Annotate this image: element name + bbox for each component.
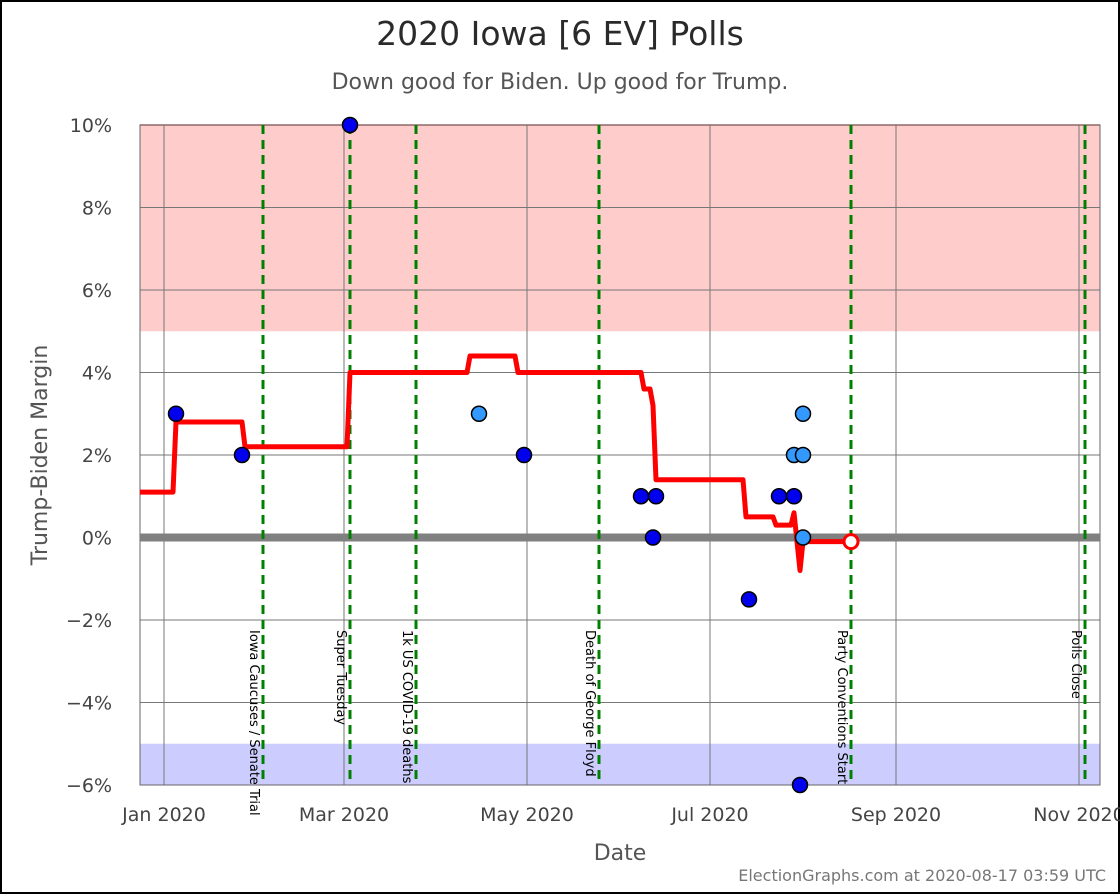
poll-point: [794, 405, 812, 422]
poll-point: [632, 488, 650, 505]
y-tick-label: −4%: [66, 693, 112, 715]
poll-point: [740, 591, 758, 608]
poll-point: [647, 488, 665, 505]
event-label: Polls Close: [1068, 630, 1083, 699]
y-tick-label: 4%: [82, 363, 112, 385]
poll-point: [341, 116, 359, 134]
poll-points: [167, 116, 812, 794]
poll-point: [785, 488, 803, 505]
y-tick-label: 2%: [82, 445, 112, 467]
y-tick-label: 0%: [82, 528, 112, 550]
y-tick-label: 6%: [82, 280, 112, 302]
x-tick-label: May 2020: [480, 804, 574, 826]
poll-point: [644, 529, 662, 546]
x-tick-label: Sep 2020: [851, 804, 941, 826]
y-tick-label: −2%: [66, 610, 112, 632]
event-label: Death of George Floyd: [582, 630, 597, 777]
x-tick-label: Nov 2020: [1033, 804, 1120, 826]
event-label: Party Conventions Start: [834, 630, 849, 784]
poll-point: [794, 529, 812, 546]
trump-band: [140, 125, 1100, 332]
y-axis-label: Trump-Biden Margin: [28, 345, 53, 567]
plot-border: [139, 124, 1101, 786]
y-tick-label: 8%: [82, 198, 112, 220]
average-line: [140, 353, 860, 573]
event-markers: Iowa Caucuses / Senate Trial Super Tuesda…: [246, 125, 1087, 816]
poll-point: [770, 488, 788, 505]
x-tick-label: Mar 2020: [299, 804, 389, 826]
y-tick-label: −6%: [66, 775, 112, 797]
footer-credit: ElectionGraphs.com at 2020-08-17 03:59 U…: [738, 866, 1106, 885]
x-tick-label: Jul 2020: [670, 804, 748, 826]
event-label: 1k US COVID-19 deaths: [399, 630, 414, 784]
chart-subtitle: Down good for Biden. Up good for Trump.: [331, 70, 789, 95]
poll-point: [167, 405, 185, 422]
event-label: Iowa Caucuses / Senate Trial: [246, 630, 261, 816]
event-label: Super Tuesday: [333, 630, 348, 725]
x-tick-label: Jan 2020: [121, 804, 206, 826]
y-tick-label: 10%: [70, 115, 112, 137]
x-axis-label: Date: [594, 841, 647, 866]
biden-band: [140, 743, 1100, 785]
poll-point: [794, 446, 812, 464]
chart-title: 2020 Iowa [6 EV] Polls: [376, 14, 744, 53]
axis-ticks: 10% 8% 6% 4% 2% 0% −2% −4% −6% Jan 2020 Mar 2020 Ma…: [66, 115, 1120, 826]
poll-point: [233, 446, 251, 464]
poll-average-line: [140, 353, 851, 573]
poll-point: [791, 776, 809, 794]
poll-point: [515, 446, 533, 464]
average-end-marker: [842, 533, 860, 551]
poll-point: [470, 405, 488, 422]
